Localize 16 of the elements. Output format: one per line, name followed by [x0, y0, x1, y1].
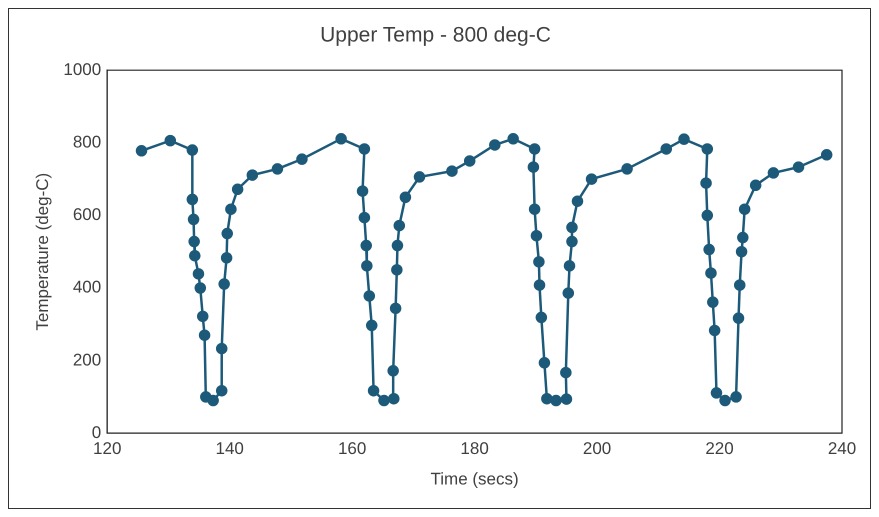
y-tick-label: 400 — [72, 278, 102, 297]
y-tick-label: 800 — [72, 132, 102, 152]
x-tick-label: 140 — [215, 439, 244, 458]
y-tick-label: 600 — [72, 205, 102, 224]
x-axis-title: Time (secs) — [430, 469, 519, 488]
y-tick-label: 0 — [92, 422, 102, 442]
y-tick-label: 1000 — [63, 60, 102, 79]
x-tick-label: 180 — [460, 439, 489, 458]
x-tick-label: 240 — [828, 439, 856, 458]
chart-title: Upper Temp - 800 deg-C — [320, 23, 551, 46]
x-tick-label: 220 — [705, 439, 734, 458]
x-tick-label: 200 — [582, 439, 612, 458]
x-tick-label: 160 — [338, 439, 366, 458]
y-axis-title: Temperature (deg-C) — [32, 172, 52, 331]
y-tick-label: 200 — [72, 350, 102, 370]
x-tick-label: 120 — [93, 439, 122, 458]
